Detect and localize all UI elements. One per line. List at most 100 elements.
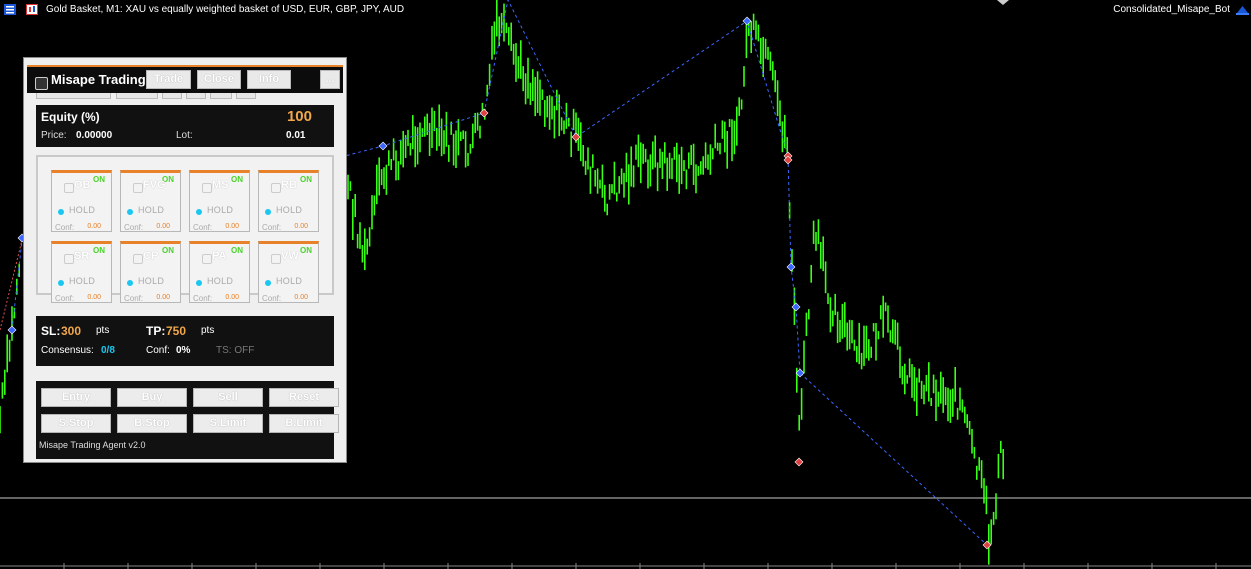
strategy-signal: HOLD [69, 276, 96, 286]
lot-label: Lot: [176, 130, 193, 141]
expert-hat-icon[interactable] [1236, 4, 1249, 15]
conf-label: Conf: [146, 345, 170, 356]
tab[interactable] [162, 93, 182, 99]
strategy-state[interactable]: ON [93, 175, 105, 184]
sell-stop-button[interactable]: S.Stop [41, 414, 111, 433]
strategy-state[interactable]: ON [300, 175, 312, 184]
tab[interactable] [236, 93, 256, 99]
buy-limit-button[interactable]: B.Limit [269, 414, 339, 433]
tab[interactable] [186, 93, 206, 99]
swing-high-marker [791, 302, 801, 312]
strategy-conf-label: Conf: [262, 223, 282, 232]
trailing-stop-status[interactable]: TS: OFF [216, 345, 255, 356]
strategy-conf-label: Conf: [55, 294, 75, 303]
strategy-state[interactable]: ON [231, 246, 243, 255]
signal-indicator [127, 209, 133, 215]
strategy-state[interactable]: ON [231, 175, 243, 184]
symbol-icon[interactable] [26, 4, 38, 15]
strategy-conf-label: Conf: [124, 223, 144, 232]
strategy-conf-value: 0.00 [87, 294, 101, 301]
equity-value: 100 [286, 108, 312, 125]
info-button[interactable]: Info [247, 70, 291, 89]
reset-button[interactable]: Reset [269, 388, 339, 407]
sell-limit-button[interactable]: S.Limit [193, 414, 263, 433]
trend-line [0, 239, 23, 331]
signal-indicator [58, 280, 64, 286]
strategy-name: FVG [143, 179, 166, 191]
trading-panel[interactable]: Misape Trading Trade Close Info ... Equi… [23, 57, 347, 463]
swing-high-marker [7, 325, 17, 335]
strategy-signal: HOLD [138, 276, 165, 286]
swing-low-marker [783, 155, 793, 165]
strategy-signal: HOLD [276, 205, 303, 215]
strategy-card-sr[interactable]: ON SR HOLD Conf: 0.00 [51, 241, 112, 303]
minimize-button[interactable]: ... [320, 70, 340, 89]
strategy-state[interactable]: ON [300, 246, 312, 255]
swing-high-marker [795, 368, 805, 378]
consensus-label: Consensus: [41, 345, 94, 356]
tab[interactable] [36, 93, 111, 99]
strategy-state[interactable]: ON [162, 246, 174, 255]
signal-indicator [265, 280, 271, 286]
strategy-state[interactable]: ON [162, 175, 174, 184]
signal-indicator [196, 209, 202, 215]
strategy-name: MS [212, 179, 229, 191]
risk-box: SL: 300 pts TP: 750 pts Consensus: 0/8 C… [36, 316, 334, 366]
strategy-icon [202, 183, 212, 193]
strategy-card-pa[interactable]: ON PA HOLD Conf: 0.00 [189, 241, 250, 303]
strategy-icon [64, 254, 74, 264]
strategy-card-cp[interactable]: ON CP HOLD Conf: 0.00 [120, 241, 181, 303]
chart-title: Gold Basket, M1: XAU vs equally weighted… [46, 4, 405, 15]
trade-button[interactable]: Trade [146, 70, 191, 89]
signal-indicator [196, 280, 202, 286]
swing-high-marker [786, 262, 796, 272]
tp-label: TP: [146, 324, 166, 338]
expert-name: Consolidated_Misape_Bot [1113, 4, 1230, 15]
buy-stop-button[interactable]: B.Stop [117, 414, 187, 433]
strategy-conf-value: 0.00 [87, 223, 101, 230]
strategy-conf-value: 0.00 [225, 223, 239, 230]
swing-low-marker [571, 132, 581, 142]
strategy-icon [133, 183, 143, 193]
strategy-conf-label: Conf: [193, 294, 213, 303]
swing-high-marker [378, 141, 388, 151]
action-buttons: Misape Trading Agent v2.0 Entry Buy Sell Re… [36, 381, 339, 459]
signal-indicator [58, 209, 64, 215]
strategy-conf-value: 0.00 [294, 294, 308, 301]
strategy-signal: HOLD [276, 276, 303, 286]
swing-low-marker [982, 540, 992, 550]
strategy-name: RB [281, 179, 297, 191]
signal-indicator [265, 209, 271, 215]
strategy-card-ms[interactable]: ON MS HOLD Conf: 0.00 [189, 170, 250, 232]
strategy-card-fvg[interactable]: ON FVG HOLD Conf: 0.00 [120, 170, 181, 232]
swing-low-marker [479, 108, 489, 118]
sl-value[interactable]: 300 [61, 324, 82, 338]
sell-button[interactable]: Sell [193, 388, 263, 407]
strategy-conf-value: 0.00 [225, 294, 239, 301]
lot-value: 0.01 [286, 130, 306, 141]
strategy-card-vw[interactable]: ON VW HOLD Conf: 0.00 [258, 241, 319, 303]
strategy-signal: HOLD [207, 276, 234, 286]
tp-value[interactable]: 750 [166, 324, 187, 338]
strategy-name: SR [74, 250, 90, 262]
panel-title: Misape Trading [51, 72, 146, 87]
close-button[interactable]: Close [197, 70, 241, 89]
strategy-icon [202, 254, 212, 264]
strategy-conf-value: 0.00 [156, 223, 170, 230]
menu-icon[interactable] [4, 4, 16, 15]
strategy-card-rb[interactable]: ON RB HOLD Conf: 0.00 [258, 170, 319, 232]
entry-button[interactable]: Entry [41, 388, 111, 407]
sl-unit: pts [96, 325, 110, 336]
strategy-signal: HOLD [69, 205, 96, 215]
tab[interactable] [210, 93, 232, 99]
buy-button[interactable]: Buy [117, 388, 187, 407]
strategy-name: PA [212, 250, 227, 262]
panel-footer: Misape Trading Agent v2.0 [39, 440, 146, 450]
panel-header[interactable]: Misape Trading Trade Close Info ... [27, 65, 343, 93]
consensus-value: 0/8 [101, 345, 115, 356]
strategy-state[interactable]: ON [93, 246, 105, 255]
strategy-icon [64, 183, 74, 193]
strategy-card-ob[interactable]: ON OB HOLD Conf: 0.00 [51, 170, 112, 232]
tab[interactable] [116, 93, 158, 99]
